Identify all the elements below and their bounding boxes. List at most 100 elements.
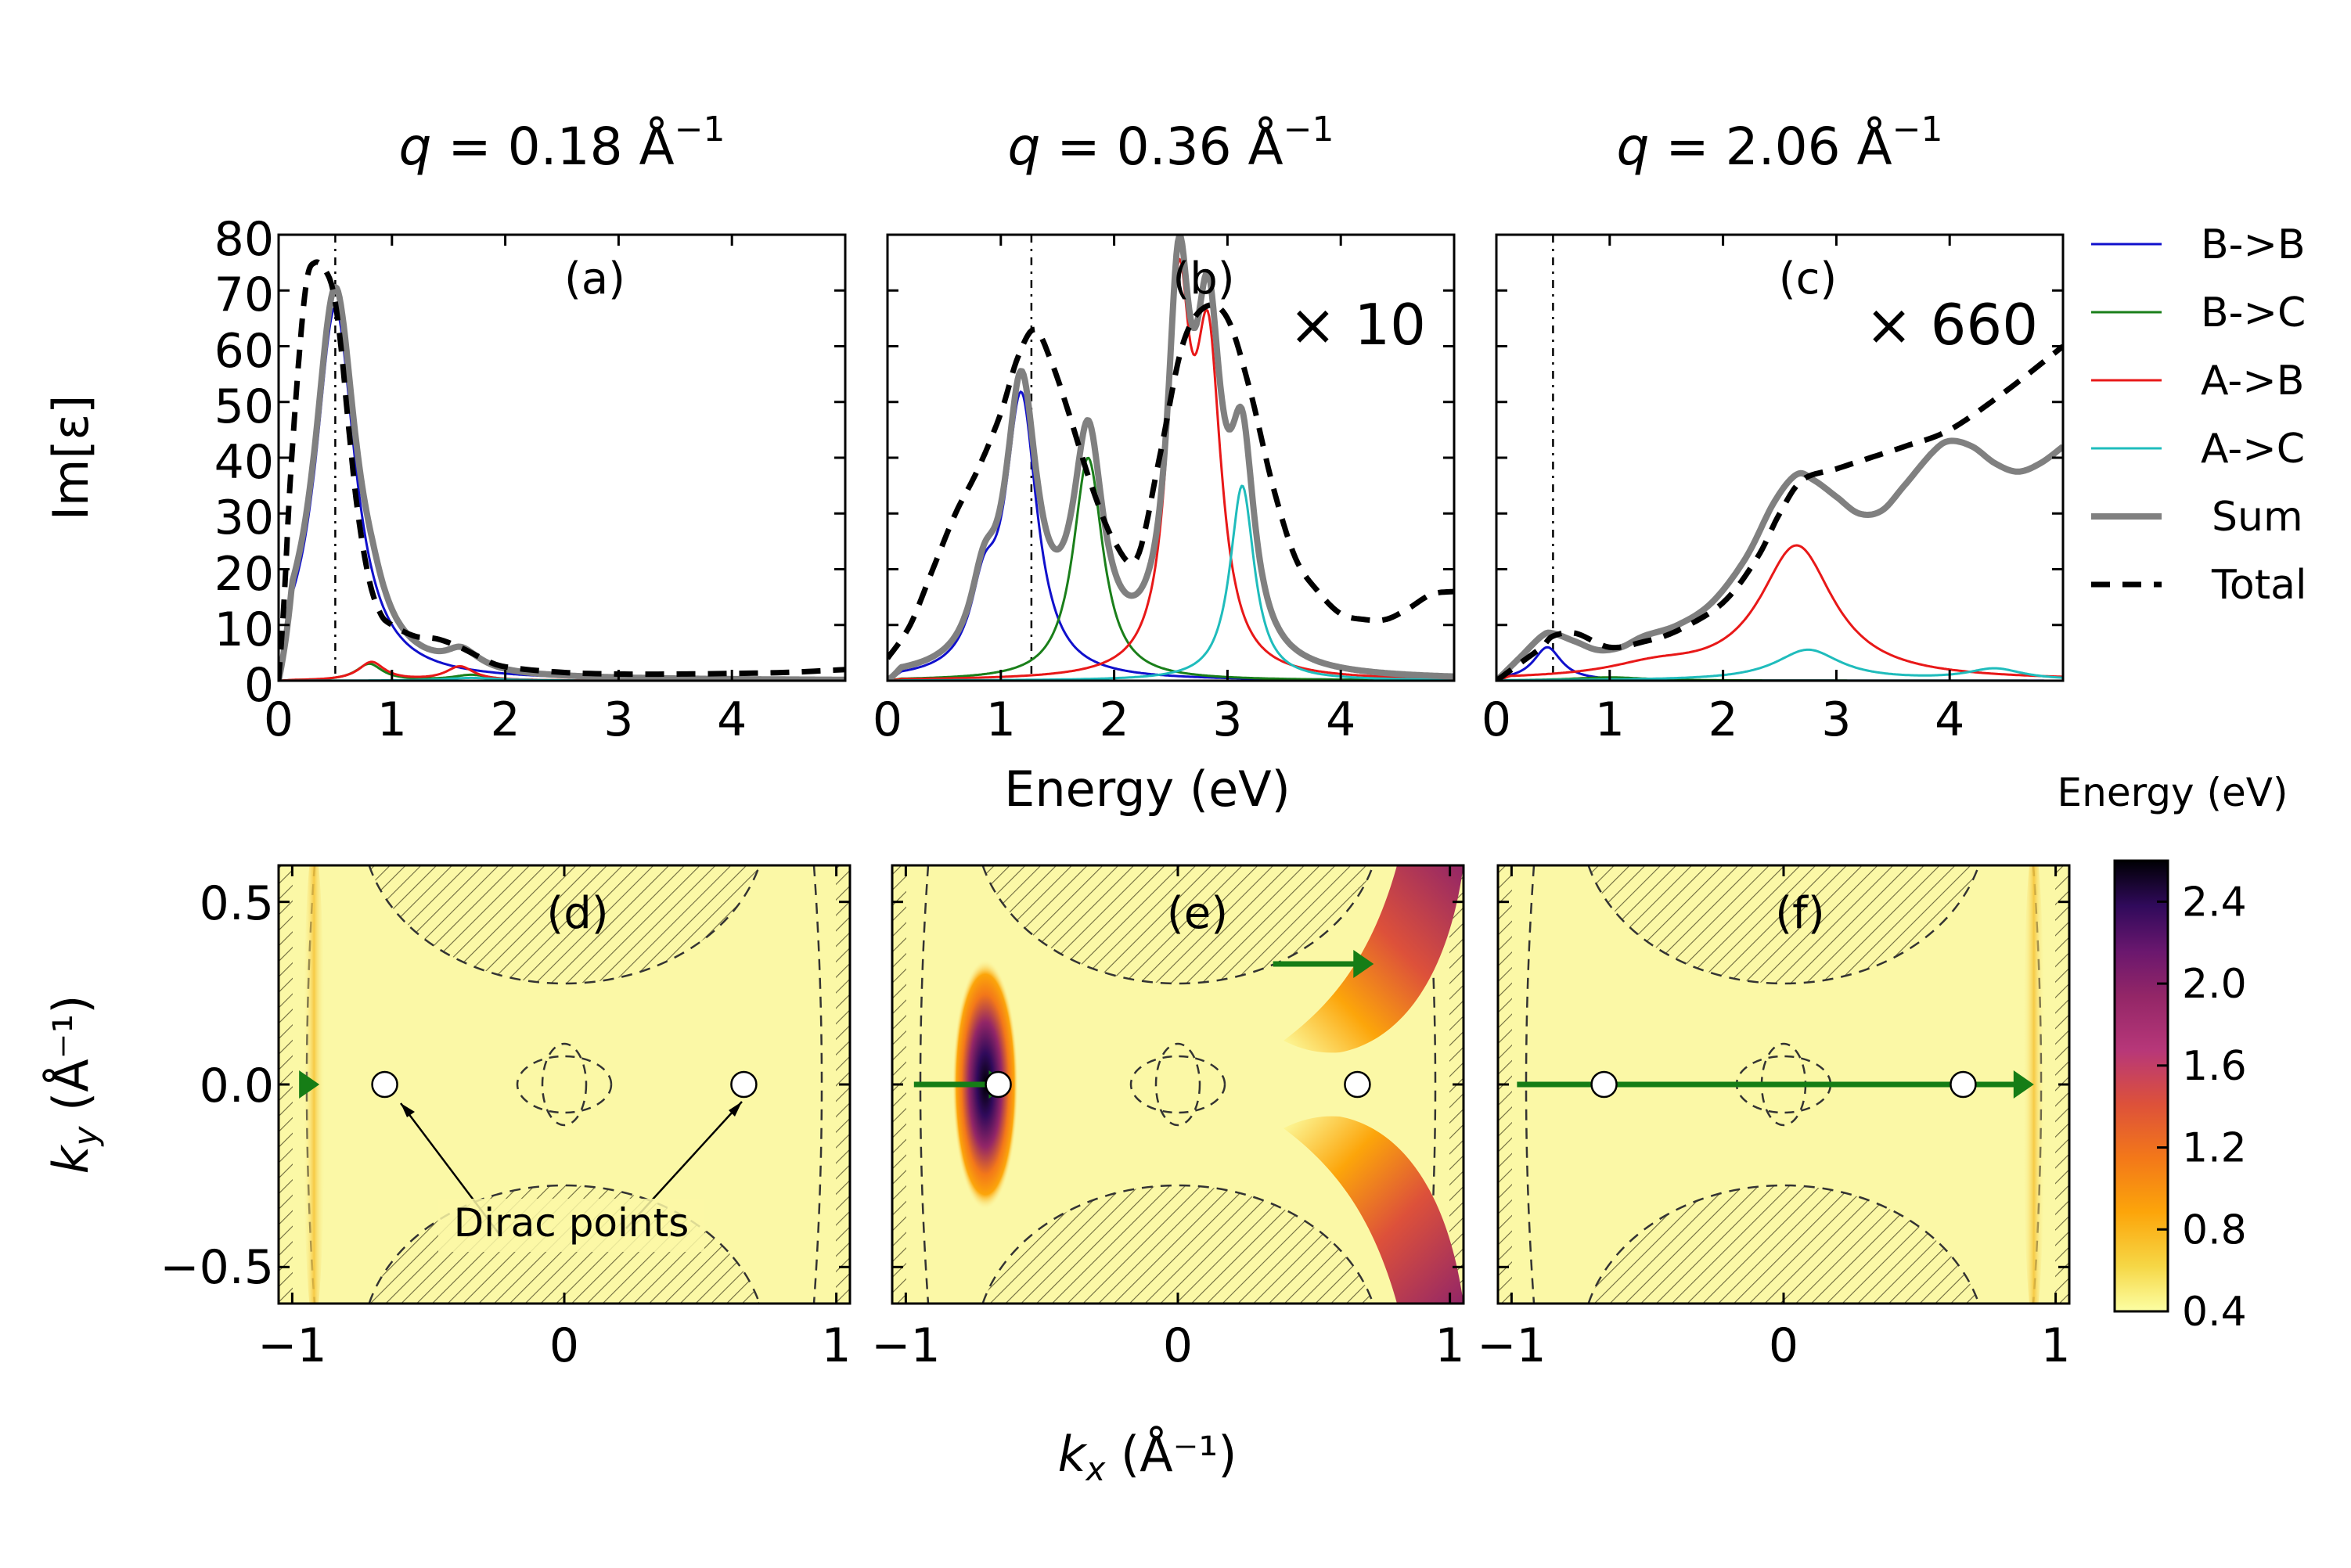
panel-f: (f) −1 0 1 <box>1477 864 2071 1373</box>
scale-label-b: × 10 <box>1289 292 1426 358</box>
dashed-contour-d-bottom <box>368 1184 761 1304</box>
xtick-e-1: 1 <box>1435 1318 1465 1373</box>
ytick-d-neg0.5: −0.5 <box>160 1240 274 1295</box>
hatch-region-d-top <box>369 865 760 984</box>
heat-band-e-upper <box>1284 865 1464 1053</box>
ytick-a-40: 40 <box>214 435 274 490</box>
dashed-contour-f-left <box>1525 865 1536 1304</box>
xlabel-bottom: kx (Å⁻¹) <box>1058 1426 1237 1488</box>
xtick-b-0: 0 <box>873 692 902 747</box>
panel-label-b: (b) <box>1172 254 1234 304</box>
ytick-a-80: 80 <box>214 212 274 267</box>
dashed-contour-e-bottom <box>981 1184 1374 1304</box>
series-a-Sum <box>279 284 845 681</box>
arrow2-e-head <box>1353 950 1374 978</box>
cb-ticklabel-0: 0.4 <box>2182 1289 2247 1336</box>
panel-c: (c) × 660 0 1 2 3 4 <box>1482 233 2065 747</box>
ytick-a-30: 30 <box>214 491 274 545</box>
annot-arrowhead-1 <box>401 1103 415 1117</box>
ytick-d-0.0: 0.0 <box>200 1059 274 1113</box>
dashed-contour-e-left <box>919 865 930 1304</box>
ytick-a-20: 20 <box>214 547 274 602</box>
hatch-region-e-bottom <box>982 1185 1374 1304</box>
colorbar: Energy (eV) 0.4 0.8 1.2 1.6 2.0 2.4 <box>2058 770 2288 1336</box>
xtick-a-3: 3 <box>603 692 633 747</box>
cb-ticklabel-3: 1.6 <box>2182 1043 2247 1090</box>
dashed-loop-e-1 <box>1129 1055 1226 1114</box>
dashed-contour-d-top <box>368 865 761 985</box>
ylabel-bottom: ky (Å⁻¹) <box>42 995 105 1174</box>
ytick-d-0.5: 0.5 <box>200 876 274 931</box>
dashed-loop-e-2 <box>1154 1042 1201 1127</box>
dirac-point-f-1 <box>1950 1070 1977 1099</box>
annot-backdrop <box>438 1199 704 1252</box>
panel-b: (b) × 10 0 1 2 3 4 Energy (eV) <box>873 233 1456 818</box>
series-c-Total <box>1496 343 2063 681</box>
panel-a: (a) 0 10 20 30 40 50 60 70 80 0 1 2 3 4 … <box>42 212 847 747</box>
xtick-d-1: 1 <box>822 1318 851 1373</box>
ytick-a-50: 50 <box>214 379 274 434</box>
ytick-a-70: 70 <box>214 268 274 322</box>
dashed-contour-f-bottom <box>1587 1184 1980 1304</box>
dirac-point-f-0 <box>1590 1070 1618 1099</box>
xtick-c-1: 1 <box>1595 692 1625 747</box>
cb-ticklabel-4: 2.0 <box>2182 961 2247 1008</box>
arrow-f-head <box>2013 1070 2034 1099</box>
series-b-Sum <box>887 235 1454 681</box>
xtick-b-1: 1 <box>986 692 1016 747</box>
heat-band-e-lower <box>1284 1116 1464 1304</box>
dirac-points-annotation: Dirac points <box>454 1200 689 1246</box>
legend-label-BB: B->B <box>2201 221 2306 268</box>
title-b: q = 0.36 Å−1 <box>1007 110 1334 177</box>
xtick-d-neg1: −1 <box>257 1318 326 1373</box>
xtick-b-3: 3 <box>1212 692 1242 747</box>
arrow-d-head <box>299 1070 320 1099</box>
marks-e <box>913 950 1374 1099</box>
dirac-point-e-0 <box>985 1070 1012 1099</box>
legend-label-AB: A->B <box>2201 358 2304 405</box>
ytick-a-10: 10 <box>214 602 274 657</box>
colorbar-gradient <box>2113 859 2169 1313</box>
ytick-a-0: 0 <box>244 658 274 713</box>
dashed-loop-d-2 <box>541 1042 588 1127</box>
panel-c-bg <box>1496 235 2063 681</box>
panel-d: (d) Dirac points 0.5 0.0 −0.5 −1 0 1 ky … <box>42 864 851 1373</box>
xtick-f-neg1: −1 <box>1477 1318 1546 1373</box>
title-c: q = 2.06 Å−1 <box>1616 110 1942 177</box>
xtick-b-2: 2 <box>1100 692 1129 747</box>
dirac-point-d-1 <box>730 1070 758 1099</box>
colorbar-title: Energy (eV) <box>2058 770 2288 815</box>
xtick-e-0: 0 <box>1163 1318 1193 1373</box>
legend-label-BC: B->C <box>2201 290 2306 336</box>
xtick-f-1: 1 <box>2041 1318 2071 1373</box>
panel-label-c: (c) <box>1779 254 1837 304</box>
panel-label-e: (e) <box>1167 888 1228 939</box>
xtick-a-1: 1 <box>377 692 407 747</box>
xlabel-top: Energy (eV) <box>1004 761 1291 818</box>
cb-ticklabel-1: 0.8 <box>2182 1207 2247 1253</box>
marks-f <box>1517 1070 2034 1099</box>
legend-label-AC: A->C <box>2201 426 2305 473</box>
dirac-point-d-0 <box>371 1070 398 1099</box>
ytick-a-60: 60 <box>214 324 274 379</box>
xtick-c-4: 4 <box>1935 692 1964 747</box>
hatch-region-f-top <box>1588 865 1979 984</box>
legend-label-Sum: Sum <box>2212 494 2303 541</box>
series-b-Total <box>887 302 1454 660</box>
xtick-c-3: 3 <box>1821 692 1851 747</box>
annot-arrowhead-2 <box>729 1102 742 1117</box>
xtick-e-neg1: −1 <box>871 1318 940 1373</box>
cb-ticklabel-5: 2.4 <box>2182 879 2247 926</box>
xtick-a-4: 4 <box>717 692 747 747</box>
dashed-loop-d-1 <box>516 1055 613 1114</box>
xtick-a-2: 2 <box>491 692 520 747</box>
colorbar-ticks: 0.4 0.8 1.2 1.6 2.0 2.4 <box>2157 879 2247 1336</box>
title-a: q = 0.18 Å−1 <box>398 110 725 177</box>
xtick-f-0: 0 <box>1769 1318 1798 1373</box>
xtick-d-0: 0 <box>549 1318 579 1373</box>
series-c-Sum <box>1496 437 2063 681</box>
dashed-contour-e-top <box>981 865 1374 985</box>
panel-label-d: (d) <box>546 888 608 939</box>
panel-label-f: (f) <box>1775 888 1824 939</box>
